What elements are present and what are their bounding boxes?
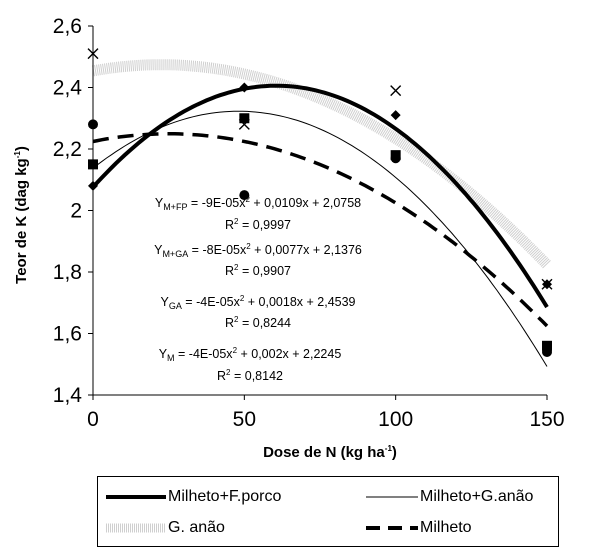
point-diamond bbox=[239, 82, 250, 93]
y-tick-label: 1,6 bbox=[53, 323, 82, 346]
legend-swatch-solid-thin bbox=[366, 496, 418, 498]
y-tick-label: 2,6 bbox=[53, 15, 82, 38]
legend-item-ganao: G. anão bbox=[106, 516, 225, 540]
legend-label: Milheto+G.anão bbox=[420, 488, 534, 505]
legend-label: G. anão bbox=[168, 519, 225, 536]
equation-ga: YGA = -4E-05x2 + 0,0018x + 2,4539 bbox=[160, 294, 355, 311]
y-tick-label: 2,4 bbox=[53, 77, 83, 100]
point-square bbox=[542, 340, 552, 351]
regression-equations: YM+FP = -9E-05x2 + 0,0109x + 2,0758 R2 =… bbox=[154, 195, 362, 383]
legend-label: Milheto bbox=[420, 519, 472, 536]
y-tick-label: 1,4 bbox=[53, 384, 83, 407]
curve-g-an-o bbox=[92, 59, 551, 269]
point-circle bbox=[390, 153, 401, 164]
point-x bbox=[390, 85, 402, 97]
r2-m: R2 = 0,8142 bbox=[217, 368, 283, 383]
legend: Milheto+F.porco Milheto+G.anão G. anão M… bbox=[97, 476, 559, 547]
x-tick-label: 0 bbox=[87, 408, 99, 431]
y-tick-label: 2,2 bbox=[53, 138, 82, 161]
point-x bbox=[541, 278, 553, 290]
x-tick-label: 100 bbox=[378, 408, 413, 431]
point-circle bbox=[542, 346, 552, 357]
y-axis-title: Teor de K (dag kg-1) bbox=[13, 146, 30, 284]
curve-milheto bbox=[92, 132, 549, 328]
point-circle bbox=[239, 190, 250, 201]
equation-m-ga: YM+GA = -8E-05x2 + 0,0077x + 2,1376 bbox=[154, 242, 362, 259]
legend-item-milheto-ganao: Milheto+G.anão bbox=[366, 485, 533, 509]
legend-label: Milheto+F.porco bbox=[168, 488, 282, 505]
point-x bbox=[238, 118, 250, 130]
curve-milheto-g-an-o bbox=[92, 110, 548, 367]
legend-swatch-solid-thick bbox=[106, 495, 166, 499]
x-axis-title: Dose de N (kg ha-1) bbox=[263, 444, 397, 461]
axes bbox=[88, 25, 548, 400]
r2-ga: R2 = 0,8244 bbox=[225, 315, 291, 330]
equation-m-fp: YM+FP = -9E-05x2 + 0,0109x + 2,0758 bbox=[155, 195, 361, 212]
legend-swatch-band bbox=[106, 523, 166, 533]
y-tick-label: 2 bbox=[70, 200, 82, 223]
legend-item-milheto-fporco: Milheto+F.porco bbox=[106, 485, 281, 509]
point-square bbox=[239, 113, 250, 124]
fitted-curves bbox=[91, 59, 551, 367]
x-tick-label: 150 bbox=[529, 408, 564, 431]
point-diamond bbox=[390, 110, 401, 121]
r2-m-ga: R2 = 0,9907 bbox=[225, 263, 291, 278]
y-tick-label: 1,8 bbox=[53, 261, 82, 284]
tick-labels: 1,4 1,6 1,8 2 2,2 2,4 2,6 0 50 100 150 bbox=[53, 15, 565, 431]
legend-swatch-dashed bbox=[366, 526, 418, 530]
curve-milheto-f-porco bbox=[91, 83, 549, 309]
equation-m: YM = -4E-05x2 + 0,002x + 2,2245 bbox=[159, 346, 342, 363]
r2-m-fp: R2 = 0,9997 bbox=[225, 217, 291, 232]
x-tick-label: 50 bbox=[233, 408, 256, 431]
legend-item-milheto: Milheto bbox=[366, 516, 472, 540]
